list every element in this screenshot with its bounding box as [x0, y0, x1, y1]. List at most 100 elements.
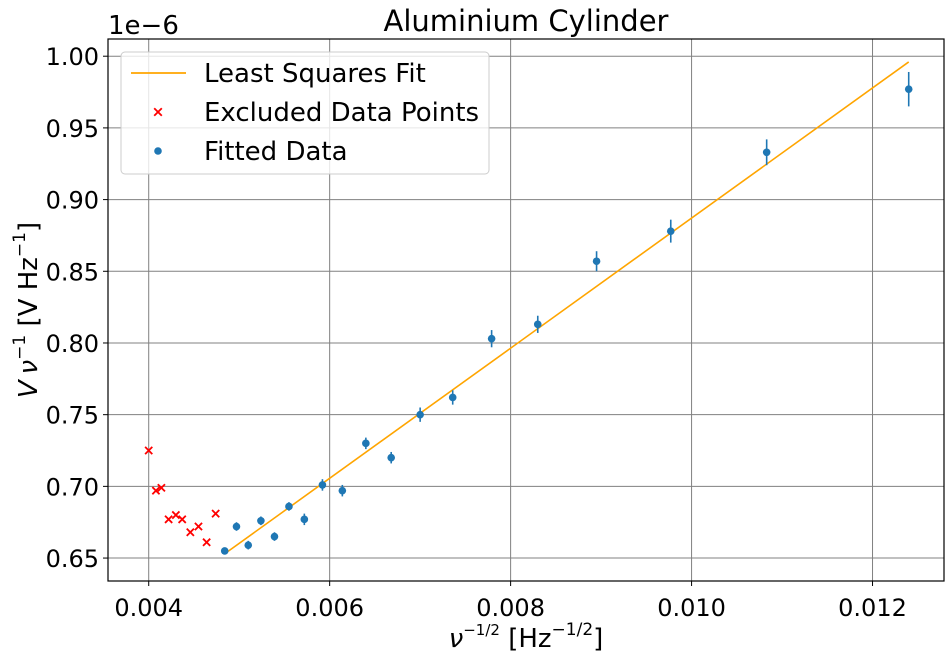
fitted-data-marker: [318, 481, 327, 489]
fitted-data-marker: [416, 410, 424, 419]
legend-excluded-swatch: [153, 107, 163, 117]
y-offset-text: 1e−6: [108, 11, 179, 41]
y-axis-label-unit: [V Hz: [14, 257, 44, 335]
excluded-marker-stroke: [157, 483, 166, 493]
x-tick-label: 0.004: [114, 594, 183, 622]
excluded-marker-stroke: [211, 509, 220, 518]
x-tick-label: 0.008: [476, 594, 545, 622]
y-axis-label-close: ]: [14, 222, 44, 232]
excluded-data-point: [144, 446, 153, 455]
excluded-marker-stroke: [194, 522, 203, 531]
legend-label: Excluded Data Points: [204, 98, 479, 128]
fitted-data-marker: [387, 453, 395, 462]
fitted-data-point: [244, 540, 253, 550]
excluded-marker-stroke: [164, 515, 173, 524]
excluded-data-point: [157, 483, 166, 493]
y-tick-label: 0.65: [46, 545, 99, 573]
fitted-data-marker: [220, 547, 229, 555]
x-axis-label: ν−1/2 [Hz−1/2]: [449, 620, 604, 654]
fitted-data-point: [232, 522, 241, 531]
fitted-data-point: [257, 516, 265, 526]
fitted-data-point: [448, 390, 457, 405]
x-axis-label-symbol: ν: [449, 624, 464, 654]
fitted-data-marker: [244, 541, 253, 549]
fitted-data-point: [220, 547, 229, 555]
legend-fitted-swatch: [154, 147, 162, 155]
fitted-data-point: [533, 315, 542, 333]
excluded-data-point: [171, 510, 181, 520]
excluded-data-point: [186, 528, 195, 537]
x-tick-label: 0.012: [838, 594, 907, 622]
excluded-marker-stroke: [144, 446, 153, 455]
fitted-data-marker: [257, 516, 265, 525]
fitted-data-point: [338, 484, 347, 497]
fitted-data-marker: [362, 439, 370, 448]
excluded-marker-stroke: [177, 515, 187, 524]
fitted-data-point: [318, 479, 327, 491]
fitted-data-marker: [904, 85, 913, 93]
fitted-data-point: [300, 513, 309, 526]
legend-item: Fitted Data: [154, 137, 348, 167]
excluded-data-point: [194, 522, 203, 531]
y-tick-label: 1.00: [46, 43, 99, 71]
fitted-data-marker: [448, 393, 457, 402]
y-tick-label: 0.85: [46, 258, 99, 286]
legend-item: Least Squares Fit: [131, 59, 426, 89]
y-tick-label: 0.90: [46, 187, 99, 215]
fitted-data-marker: [533, 320, 542, 329]
fitted-data-marker: [285, 502, 293, 511]
fitted-data-point: [387, 451, 395, 464]
chart-title: Aluminium Cylinder: [384, 4, 669, 38]
excluded-data-point: [164, 515, 173, 524]
fitted-data-point: [904, 71, 913, 107]
legend-box: [120, 51, 490, 175]
ticks: 0.004 0.006 0.008 0.010 0.012 0.65 0.70 0.75 0.8…: [46, 43, 907, 622]
fitted-data-point: [666, 219, 675, 243]
y-tick-label: 0.95: [46, 115, 99, 143]
legend-label: Least Squares Fit: [204, 59, 426, 89]
excluded-data-point: [177, 515, 187, 524]
y-axis-label-nu-exponent: −1: [10, 335, 30, 360]
x-axis-label-exponent: −1/2: [463, 621, 500, 639]
legend-item: Excluded Data Points: [153, 98, 479, 128]
x-axis-label-close: ]: [593, 624, 603, 654]
excluded-data-point: [202, 538, 211, 547]
fitted-data-point: [592, 251, 601, 272]
y-axis-label-nu: ν: [14, 360, 44, 375]
y-axis-label-v: V: [14, 378, 44, 398]
x-axis-label-unit-exponent: −1/2: [552, 620, 594, 640]
fitted-data-point: [362, 437, 370, 450]
grid: [108, 39, 944, 581]
x-tick-label: 0.006: [295, 594, 364, 622]
excluded-marker-stroke: [171, 510, 181, 520]
least-squares-fit-line: [224, 61, 910, 555]
fitted-data-point: [416, 407, 424, 422]
x-axis-label-unit: [Hz: [500, 624, 552, 654]
excluded-marker-stroke: [202, 538, 211, 547]
fitted-data-marker: [300, 515, 309, 524]
fitted-data-point: [487, 330, 496, 348]
fitted-data-point: [762, 139, 771, 166]
y-axis-label-unit-exponent: −1: [10, 232, 30, 257]
marks: [144, 61, 913, 555]
excluded-marker-stroke: [186, 528, 195, 537]
plot-frame: [107, 38, 945, 582]
excluded-data-point: [211, 509, 220, 518]
fitted-data-marker: [592, 257, 601, 266]
fitted-data-point: [270, 532, 279, 541]
x-tick-label: 0.010: [657, 594, 726, 622]
fitted-data-marker: [270, 532, 279, 541]
legend: Least Squares Fit Excluded Data Points Fit…: [120, 51, 490, 175]
excluded-data-point: [151, 486, 161, 495]
y-tick-label: 0.80: [46, 330, 99, 358]
fitted-data-marker: [232, 522, 241, 531]
fitted-data-point: [285, 502, 293, 511]
excluded-marker-stroke: [151, 486, 161, 495]
fitted-data-marker: [762, 148, 771, 157]
y-tick-label: 0.75: [46, 402, 99, 430]
legend-label: Fitted Data: [204, 137, 348, 167]
fitted-data-marker: [487, 334, 496, 343]
y-axis-label: Vν−1 [V Hz−1]: [10, 222, 44, 398]
fitted-data-marker: [666, 227, 675, 235]
